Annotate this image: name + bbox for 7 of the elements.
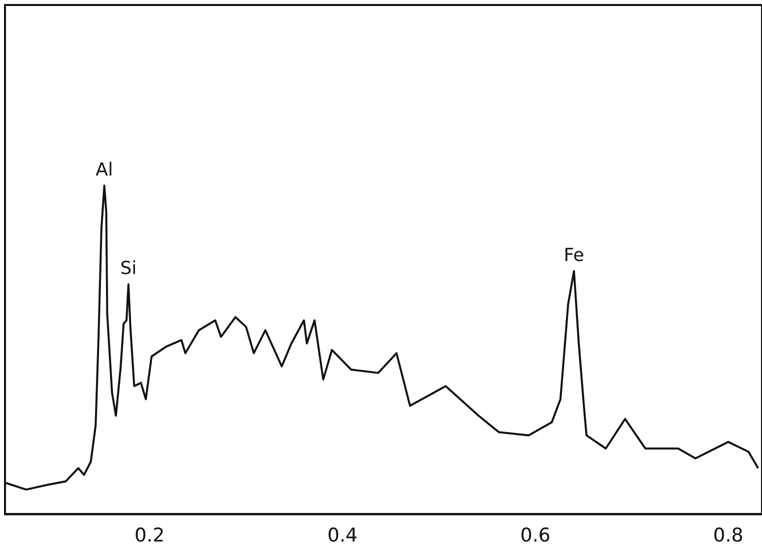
x-tick-label: 0.2 — [134, 524, 165, 547]
x-tick-label: 0.6 — [520, 524, 550, 547]
annotation: Al — [96, 159, 113, 180]
annotation: Fe — [564, 244, 584, 266]
x-tick-label: 0.4 — [327, 524, 358, 547]
x-tick-label: 0.8 — [713, 524, 744, 547]
annotation: Si — [120, 258, 137, 279]
